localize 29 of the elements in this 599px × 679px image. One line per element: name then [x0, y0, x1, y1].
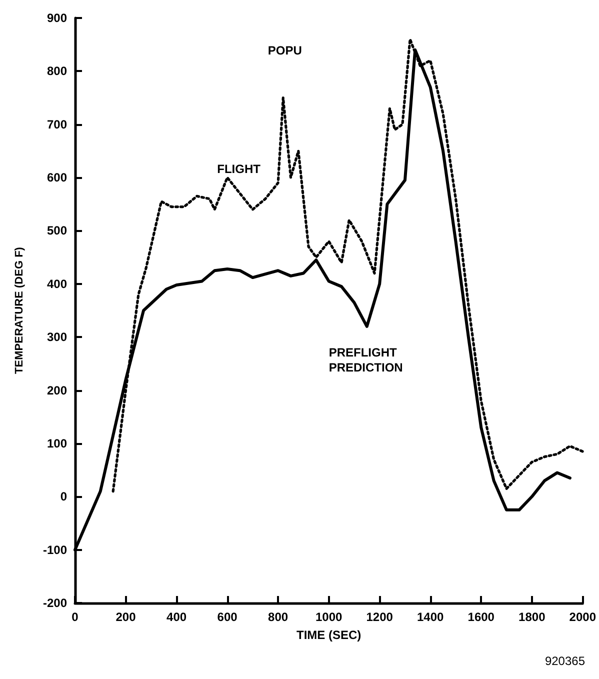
series-label: FLIGHT — [217, 162, 262, 176]
x-tick-label: 200 — [116, 610, 136, 624]
x-axis-title: TIME (SEC) — [296, 628, 362, 642]
y-tick-label: 900 — [46, 11, 68, 25]
y-tick-label: 300 — [46, 330, 68, 344]
x-tick-label: 2000 — [569, 610, 596, 624]
y-tick-label: 800 — [46, 64, 68, 78]
x-tick-label: 1600 — [468, 610, 495, 624]
y-tick-label: 600 — [46, 170, 68, 185]
text: PREFLIGHT PREDICTION — [328, 346, 403, 375]
y-tick-label: 0 — [60, 490, 68, 504]
y-tick-label: -200 — [42, 596, 68, 610]
x-tick-label: 1200 — [366, 610, 394, 624]
y-tick-label: 400 — [46, 276, 68, 291]
x-tick-label: 0 — [72, 610, 79, 624]
x-tick-label: 1800 — [518, 610, 546, 624]
x-tick-label: 400 — [166, 610, 187, 624]
x-tick-label: 600 — [217, 610, 238, 624]
x-tick-label: 1400 — [417, 610, 444, 624]
y-tick-label: 700 — [46, 117, 68, 132]
y-tick-label: 500 — [46, 224, 68, 238]
y-tick-label: 100 — [46, 436, 68, 450]
text: 920365 — [544, 654, 586, 668]
x-tick-label: 1000 — [315, 610, 342, 624]
annotation: POPU — [268, 44, 302, 58]
y-tick-label: 200 — [46, 383, 68, 398]
y-axis-title: TEMPERATURE (DEG F) — [14, 246, 26, 374]
y-tick-label: -100 — [42, 542, 68, 557]
x-tick-label: 800 — [268, 610, 288, 624]
